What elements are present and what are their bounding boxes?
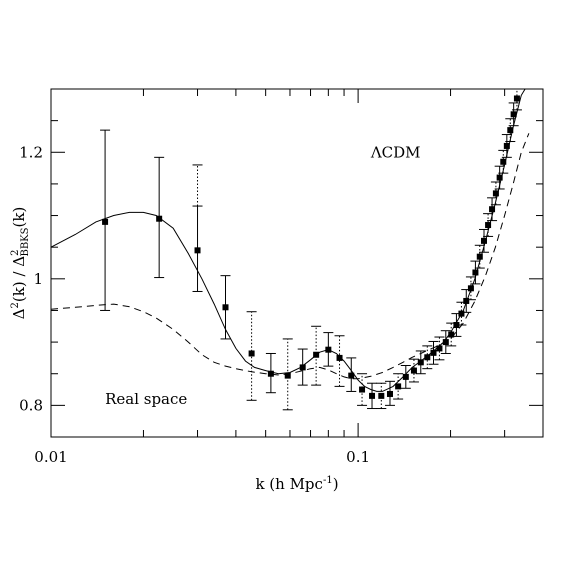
y-label-mid: (k) / Δ xyxy=(10,256,28,302)
data-point xyxy=(325,346,332,353)
data-point xyxy=(472,269,479,276)
x-axis-label: k (h Mpc-1) xyxy=(255,475,338,493)
y-label-end: (k) xyxy=(10,207,28,228)
annotation: Real space xyxy=(105,390,187,408)
data-point xyxy=(313,351,320,358)
plot-frame xyxy=(50,88,544,438)
data-point xyxy=(369,392,376,399)
data-point xyxy=(395,383,402,390)
data-point xyxy=(476,253,483,260)
data-point xyxy=(299,364,306,371)
data-point xyxy=(448,331,455,338)
data-point xyxy=(359,386,366,393)
data-point xyxy=(507,127,514,134)
data-point xyxy=(489,206,496,213)
model-curves xyxy=(51,89,530,392)
data-point xyxy=(102,218,109,225)
x-axis-label-main: k (h Mpc xyxy=(255,475,323,493)
data-point xyxy=(463,297,470,304)
data-point xyxy=(417,359,424,366)
data-point xyxy=(436,345,443,352)
data-point xyxy=(485,222,492,229)
x-tick-label: 0.1 xyxy=(346,448,370,466)
data-point xyxy=(194,247,201,254)
data-point xyxy=(467,285,474,292)
data-point xyxy=(503,142,510,149)
x-axis-label-sup: -1 xyxy=(323,475,333,486)
error-bars xyxy=(100,88,522,411)
data-point xyxy=(402,373,409,380)
data-point xyxy=(510,111,517,118)
data-point xyxy=(480,237,487,244)
x-axis-label-end: ) xyxy=(333,475,339,493)
y-tick-label: 1 xyxy=(33,270,43,288)
y-label-sub: BBKS xyxy=(20,227,31,256)
data-point xyxy=(348,372,355,379)
x-tick-label: 0.01 xyxy=(34,448,67,466)
y-label-sup2: 2 xyxy=(10,250,21,256)
data-point xyxy=(378,392,385,399)
data-point xyxy=(267,370,274,377)
data-point xyxy=(156,215,163,222)
data-point xyxy=(453,322,460,329)
data-point xyxy=(492,190,499,197)
data-point xyxy=(386,390,393,397)
real-space-curve xyxy=(51,133,530,380)
y-axis-label: Δ2(k) / Δ2BBKS(k) xyxy=(10,207,31,320)
data-point xyxy=(442,339,449,346)
data-point xyxy=(424,354,431,361)
data-point xyxy=(430,349,437,356)
data-points xyxy=(102,95,520,399)
data-point xyxy=(248,350,255,357)
data-point xyxy=(500,158,507,165)
y-label-sup: 2 xyxy=(10,302,21,308)
data-point xyxy=(496,174,503,181)
data-point xyxy=(284,372,291,379)
data-point xyxy=(222,304,229,311)
y-tick-label: 1.2 xyxy=(19,143,43,161)
y-tick-label: 0.8 xyxy=(19,396,43,414)
data-point xyxy=(513,95,520,102)
axes xyxy=(50,88,544,438)
data-point xyxy=(410,367,417,374)
annotation: ΛCDM xyxy=(370,143,421,161)
data-point xyxy=(458,310,465,317)
data-point xyxy=(336,354,343,361)
y-label-delta: Δ xyxy=(10,308,28,319)
chart-labels: 0.01 0.1 0.8 1 1.2 ΛCDM Real space k (h Mpc-1) Δ… xyxy=(10,143,421,493)
redshift-space-curve xyxy=(51,89,526,392)
